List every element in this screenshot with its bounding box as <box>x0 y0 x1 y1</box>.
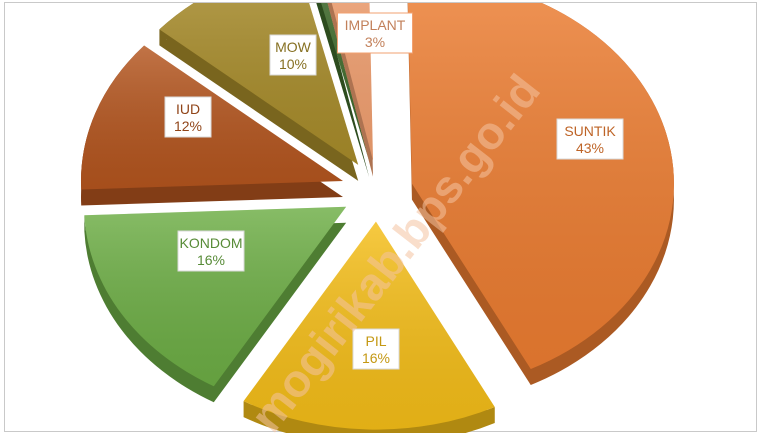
data-label-name: KONDOM <box>180 235 243 251</box>
pie-chart: SUNTIK43%PIL16%KONDOM16%IUD12%MOW10%IMPL… <box>80 3 674 433</box>
pie-slice-kondom <box>84 206 347 403</box>
pie-slice-unlabeled <box>316 3 370 178</box>
data-label-box <box>556 118 624 160</box>
data-label-name: IUD <box>176 101 200 117</box>
pie-slice-highlight <box>84 206 347 387</box>
pie-slice-iud <box>80 45 343 206</box>
chart-frame: SUNTIK 43% PIL 16% KONDOM 16% IUD 12% MOW 10% IMPL… <box>4 2 757 433</box>
data-label-percent: 10% <box>279 56 307 72</box>
pie-slice-suntik <box>407 3 674 385</box>
data-label-name: SUNTIK <box>564 123 616 139</box>
data-label-percent: 16% <box>362 350 390 366</box>
data-label-name: PIL <box>365 333 386 349</box>
pie-slice-highlight <box>321 3 370 162</box>
data-label-name: IMPLANT <box>345 17 406 33</box>
data-label-box <box>177 230 245 272</box>
data-label-name: MOW <box>275 39 312 55</box>
data-label-box <box>337 12 413 54</box>
pie-slice-side <box>316 3 370 178</box>
pie-slice-highlight <box>243 221 495 430</box>
data-label-percent: 43% <box>576 140 604 156</box>
pie-slice-highlight <box>407 3 674 369</box>
pie-labels: SUNTIK43%PIL16%KONDOM16%IUD12%MOW10%IMPL… <box>164 12 624 370</box>
data-label-box <box>164 96 212 138</box>
data-label-percent: 16% <box>197 252 225 268</box>
data-label-percent: 3% <box>365 34 385 50</box>
data-label-box <box>352 328 400 370</box>
pie-slice-highlight <box>80 45 343 190</box>
data-label-box <box>269 34 317 76</box>
data-label-percent: 12% <box>174 118 202 134</box>
